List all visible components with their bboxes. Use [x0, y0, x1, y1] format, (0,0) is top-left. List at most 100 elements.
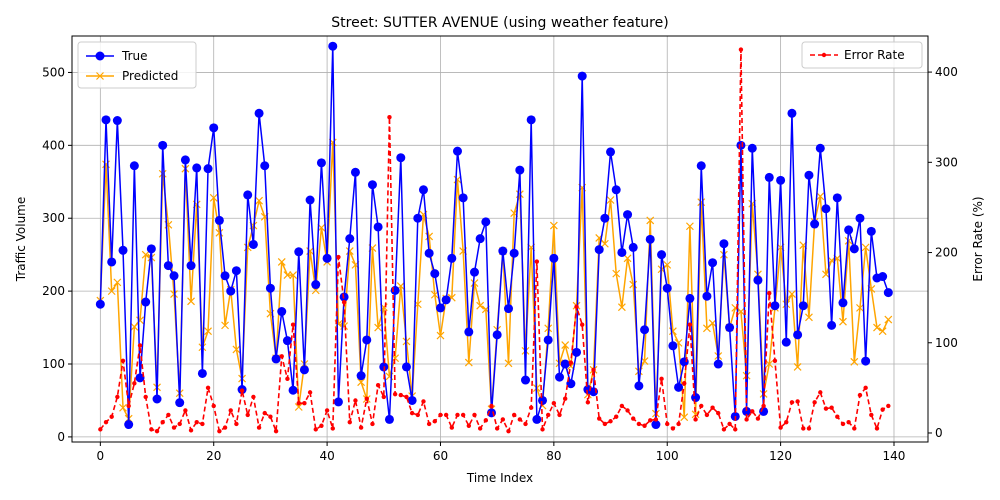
- error-rate-point: [574, 304, 579, 309]
- true-point: [878, 272, 888, 282]
- true-point: [798, 301, 808, 311]
- true-point: [390, 285, 400, 295]
- error-rate-point: [313, 427, 318, 432]
- error-rate-point: [166, 412, 171, 418]
- predicted-point: [878, 327, 887, 336]
- error-rate-point: [733, 427, 738, 432]
- error-rate-point: [721, 427, 727, 432]
- true-point: [702, 291, 712, 301]
- error-rate-point: [183, 408, 188, 413]
- true-point: [260, 161, 270, 171]
- true-point: [435, 303, 445, 313]
- true-point: [350, 167, 360, 177]
- chart-title: Street: SUTTER AVENUE (using weather fea…: [331, 15, 668, 31]
- error-rate-point: [120, 358, 126, 363]
- error-rate-point: [319, 423, 324, 428]
- error-rate-point: [477, 426, 483, 431]
- error-rate-point: [608, 419, 613, 424]
- true-point: [458, 193, 468, 203]
- true-point: [158, 140, 168, 150]
- true-point: [538, 395, 548, 405]
- true-point: [475, 234, 485, 244]
- legend-left: True Predicted: [77, 41, 197, 89]
- true-point: [674, 382, 684, 392]
- error-rate-point: [755, 416, 761, 421]
- true-point: [316, 158, 326, 168]
- predicted-point: [113, 278, 122, 287]
- predicted-point: [232, 345, 241, 354]
- error-rate-point: [171, 425, 177, 430]
- true-point: [668, 341, 678, 351]
- error-rate-point: [222, 425, 228, 430]
- true-point: [152, 394, 162, 404]
- true-point: [543, 335, 553, 345]
- predicted-point: [816, 192, 825, 201]
- error-rate-point: [665, 421, 670, 427]
- true-point: [572, 347, 582, 357]
- error-rate-point: [285, 376, 290, 382]
- error-rate-point: [687, 322, 693, 327]
- true-point: [815, 143, 825, 153]
- true-point: [231, 266, 241, 276]
- predicted-point: [283, 271, 292, 280]
- true-point: [560, 359, 570, 369]
- error-rate-point: [597, 416, 602, 421]
- true-point: [101, 115, 111, 125]
- y2-tick-label: 100: [935, 336, 958, 350]
- true-point: [192, 163, 202, 173]
- predicted-point: [464, 358, 473, 367]
- error-rate-point: [251, 394, 256, 400]
- predicted-point: [374, 323, 383, 332]
- true-point: [866, 226, 876, 236]
- true-point: [95, 299, 105, 309]
- true-point: [464, 327, 474, 337]
- true-point: [844, 225, 854, 235]
- error-rate-point: [336, 254, 341, 260]
- legend-true-marker: [95, 51, 105, 61]
- x-tick-label: 0: [97, 449, 105, 463]
- true-point: [356, 371, 366, 381]
- true-point: [651, 420, 661, 430]
- legend-error-label: Error Rate: [844, 48, 905, 62]
- predicted-point: [561, 341, 570, 349]
- error-rate-point: [579, 322, 585, 327]
- predicted-point: [788, 290, 796, 298]
- error-rate-point: [217, 428, 222, 434]
- error-rate-point: [392, 391, 398, 397]
- true-point: [736, 140, 746, 150]
- error-rate-point: [846, 419, 851, 425]
- error-rate-point: [245, 412, 250, 418]
- true-point: [129, 161, 139, 171]
- error-rate-point: [324, 408, 330, 413]
- error-rate-point: [460, 412, 466, 418]
- predicted-point: [430, 290, 439, 299]
- error-rate-point: [591, 367, 596, 373]
- predicted-point: [623, 254, 632, 263]
- true-point: [209, 123, 219, 133]
- error-rate-point: [676, 421, 681, 427]
- true-point: [254, 108, 264, 118]
- legend-right: Error Rate: [801, 41, 923, 69]
- true-point: [719, 239, 729, 249]
- true-point: [594, 245, 604, 255]
- error-rate-point: [432, 419, 438, 424]
- error-rate-point: [132, 381, 137, 386]
- error-rate-point: [744, 417, 749, 422]
- error-rate-point: [602, 421, 608, 427]
- true-point: [328, 41, 338, 51]
- series-layer: [95, 41, 893, 434]
- predicted-point: [345, 247, 354, 255]
- predicted-point: [476, 301, 485, 310]
- true-point: [294, 247, 304, 257]
- error-rate-point: [750, 409, 755, 414]
- error-rate-point: [738, 47, 744, 52]
- predicted-point: [708, 319, 717, 328]
- error-rate-point: [557, 412, 562, 418]
- predicted-point: [187, 297, 195, 306]
- error-rate-point: [143, 394, 148, 400]
- predicted-point: [436, 331, 445, 340]
- error-rate-point: [466, 423, 472, 428]
- error-rate-point: [188, 428, 194, 433]
- error-rate-point: [307, 390, 313, 395]
